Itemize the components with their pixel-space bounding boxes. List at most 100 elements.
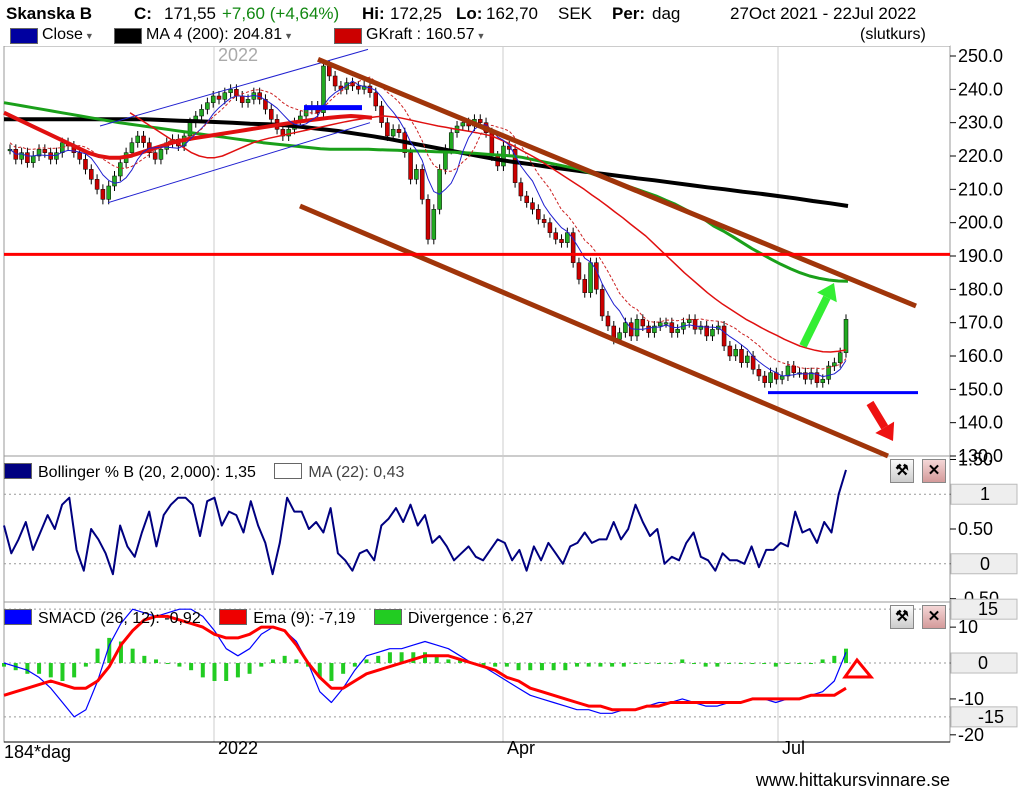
candle-body bbox=[135, 135, 140, 143]
candle-body bbox=[512, 149, 518, 183]
candle-body bbox=[565, 232, 570, 243]
macd-marker-label: -15 bbox=[978, 707, 1004, 727]
bollinger-marker-label: 0 bbox=[980, 554, 990, 574]
candle-body bbox=[727, 345, 733, 357]
macd-marker-label: 0 bbox=[978, 653, 988, 673]
candle-body bbox=[199, 109, 204, 117]
legend-close[interactable]: Close ▼ bbox=[42, 26, 94, 43]
red-downtrend-line bbox=[3, 110, 373, 160]
candle-body bbox=[588, 262, 593, 293]
divergence-bar bbox=[329, 663, 334, 681]
legend-gkraft[interactable]: GKraft : 160.57 ▼ bbox=[366, 26, 486, 43]
divergence-bar bbox=[212, 663, 217, 681]
divergence-bar bbox=[2, 663, 6, 667]
change-value: +7,60 (+4,64%) bbox=[222, 4, 340, 23]
macd-close-button[interactable]: ✕ bbox=[922, 605, 946, 629]
candle-body bbox=[327, 65, 332, 77]
candle-body bbox=[106, 185, 111, 200]
divergence-bar bbox=[539, 663, 544, 671]
candle-body bbox=[768, 372, 773, 383]
smacd-label: SMACD (26, 12): -0,92 bbox=[38, 610, 201, 627]
divergence-bar bbox=[376, 655, 381, 664]
up-arrow-head bbox=[817, 283, 837, 303]
candle-body bbox=[36, 149, 42, 157]
candle-body bbox=[814, 372, 820, 383]
close-label: C: bbox=[134, 4, 152, 23]
candle-body bbox=[460, 122, 466, 127]
candle-body bbox=[385, 122, 390, 137]
macd-marker-box bbox=[950, 706, 1018, 728]
downtrend-lower-line bbox=[299, 203, 889, 459]
macd-settings-button[interactable]: ⚒ bbox=[890, 605, 914, 629]
ma-swatch bbox=[114, 28, 142, 44]
bollinger-close-button[interactable]: ✕ bbox=[922, 459, 946, 483]
divergence-bar bbox=[224, 663, 229, 681]
divergence-bar bbox=[60, 663, 65, 681]
candle-body bbox=[652, 325, 657, 333]
macd-tick-label: 10 bbox=[958, 617, 978, 637]
divergence-bar bbox=[317, 663, 322, 678]
divergence-bar bbox=[575, 663, 580, 667]
candle-body bbox=[263, 99, 268, 110]
down-arrow bbox=[866, 400, 895, 441]
bollinger-tick-label: 1.50 bbox=[958, 449, 993, 469]
divergence-bar bbox=[797, 663, 802, 665]
divergence-bar bbox=[773, 663, 778, 667]
divergence-bar bbox=[364, 659, 369, 664]
price-tick-label: 180.0 bbox=[958, 279, 1003, 299]
divergence-bar bbox=[294, 659, 299, 664]
bollinger-ma-label: MA (22): 0,43 bbox=[308, 464, 405, 481]
divergence-bar bbox=[785, 663, 790, 665]
high-label: Hi: bbox=[362, 4, 385, 23]
candle-body bbox=[344, 82, 349, 90]
uptrend-channel-lower bbox=[107, 122, 371, 204]
candle-body bbox=[222, 92, 228, 100]
candle-body bbox=[524, 195, 529, 203]
smacd-line bbox=[3, 608, 847, 718]
gkraft-swatch bbox=[334, 28, 362, 44]
divergence-bars bbox=[2, 637, 848, 681]
smacd-swatch bbox=[4, 609, 32, 625]
bollinger-settings-button[interactable]: ⚒ bbox=[890, 459, 914, 483]
candle-body bbox=[657, 322, 663, 327]
candle-body bbox=[390, 129, 396, 137]
price-tick-label: 190.0 bbox=[958, 246, 1003, 266]
candle-body bbox=[245, 99, 251, 103]
divergence-bar bbox=[481, 663, 486, 667]
legend-ma[interactable]: MA 4 (200): 204.81 ▼ bbox=[146, 26, 294, 43]
ticker-name: Skanska B bbox=[6, 4, 92, 23]
candle-body bbox=[518, 182, 524, 197]
divergence-bar bbox=[399, 652, 404, 664]
downtrend-upper-line bbox=[317, 57, 917, 309]
candle-body bbox=[239, 95, 245, 103]
candle-body bbox=[414, 169, 419, 180]
candle-body bbox=[77, 152, 82, 160]
divergence-bar bbox=[738, 663, 743, 665]
candle-body bbox=[152, 152, 158, 160]
bollinger-swatch bbox=[4, 463, 32, 479]
divergence-bar bbox=[48, 663, 53, 678]
candle-body bbox=[54, 152, 59, 160]
candle-body bbox=[408, 152, 413, 180]
divergence-bar bbox=[715, 663, 720, 667]
candle-body bbox=[286, 129, 291, 137]
price-tick-label: 160.0 bbox=[958, 346, 1003, 366]
bollinger-tick-label: 0.50 bbox=[958, 519, 993, 539]
divergence-bar bbox=[691, 663, 696, 665]
divergence-swatch bbox=[373, 609, 402, 625]
candle-body bbox=[733, 349, 738, 357]
bollinger-marker-label: 1 bbox=[980, 484, 990, 504]
divergence-bar bbox=[341, 663, 346, 674]
divergence-bar bbox=[130, 648, 135, 664]
macd-marker-label: 15 bbox=[978, 599, 998, 619]
candle-body bbox=[559, 239, 564, 243]
candle-body bbox=[756, 369, 762, 377]
candle-body bbox=[704, 325, 709, 337]
candle-body bbox=[332, 75, 338, 87]
candle-body bbox=[687, 319, 692, 323]
candle-body bbox=[692, 319, 698, 330]
divergence-bar bbox=[83, 663, 88, 667]
price-tick-label: 250.0 bbox=[958, 46, 1003, 66]
candle-body bbox=[350, 82, 355, 87]
